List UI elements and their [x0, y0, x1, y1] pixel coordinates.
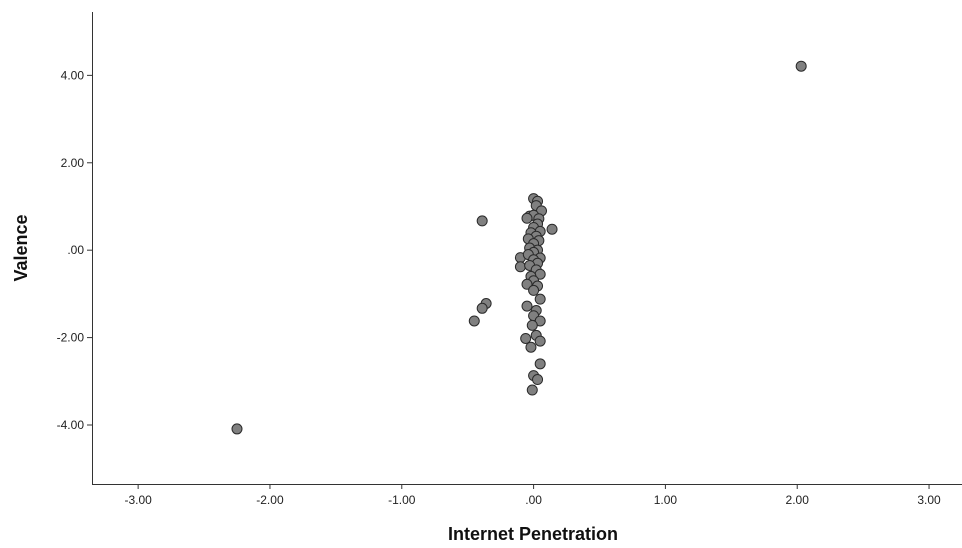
y-tick-label: -4.00	[57, 418, 85, 432]
x-tick-label: 3.00	[917, 493, 941, 507]
y-tick-label: 2.00	[61, 156, 85, 170]
data-points	[231, 60, 807, 435]
data-point	[534, 358, 546, 370]
y-tick-label: 4.00	[61, 68, 85, 82]
data-point	[476, 302, 488, 314]
x-tick-label: 2.00	[786, 493, 810, 507]
x-tick-label: -2.00	[256, 493, 284, 507]
data-point	[525, 341, 537, 353]
x-axis-title: Internet Penetration	[448, 524, 618, 544]
y-axis-title: Valence	[11, 214, 31, 281]
data-point	[476, 215, 488, 227]
data-point	[521, 212, 533, 224]
data-point	[534, 335, 546, 347]
data-point	[526, 319, 538, 331]
data-point	[546, 223, 558, 235]
data-point	[532, 374, 544, 386]
y-axis-ticks: -4.00 -2.00 .00 2.00 4.00	[57, 68, 92, 432]
x-axis-ticks: -3.00 -2.00 -1.00 .00 1.00 2.00 3.00	[124, 484, 941, 507]
data-point	[514, 261, 526, 273]
x-tick-label: 1.00	[654, 493, 678, 507]
data-point	[468, 315, 480, 327]
data-point	[520, 332, 532, 344]
data-point	[795, 60, 807, 72]
x-tick-label: -3.00	[124, 493, 152, 507]
x-tick-label: -1.00	[388, 493, 416, 507]
y-tick-label: .00	[67, 243, 84, 257]
data-point	[231, 423, 243, 435]
data-point	[528, 284, 540, 296]
axes	[92, 12, 962, 485]
data-point	[534, 293, 546, 305]
data-point	[521, 300, 533, 312]
data-point	[526, 384, 538, 396]
x-tick-label: .00	[525, 493, 542, 507]
y-tick-label: -2.00	[57, 331, 85, 345]
